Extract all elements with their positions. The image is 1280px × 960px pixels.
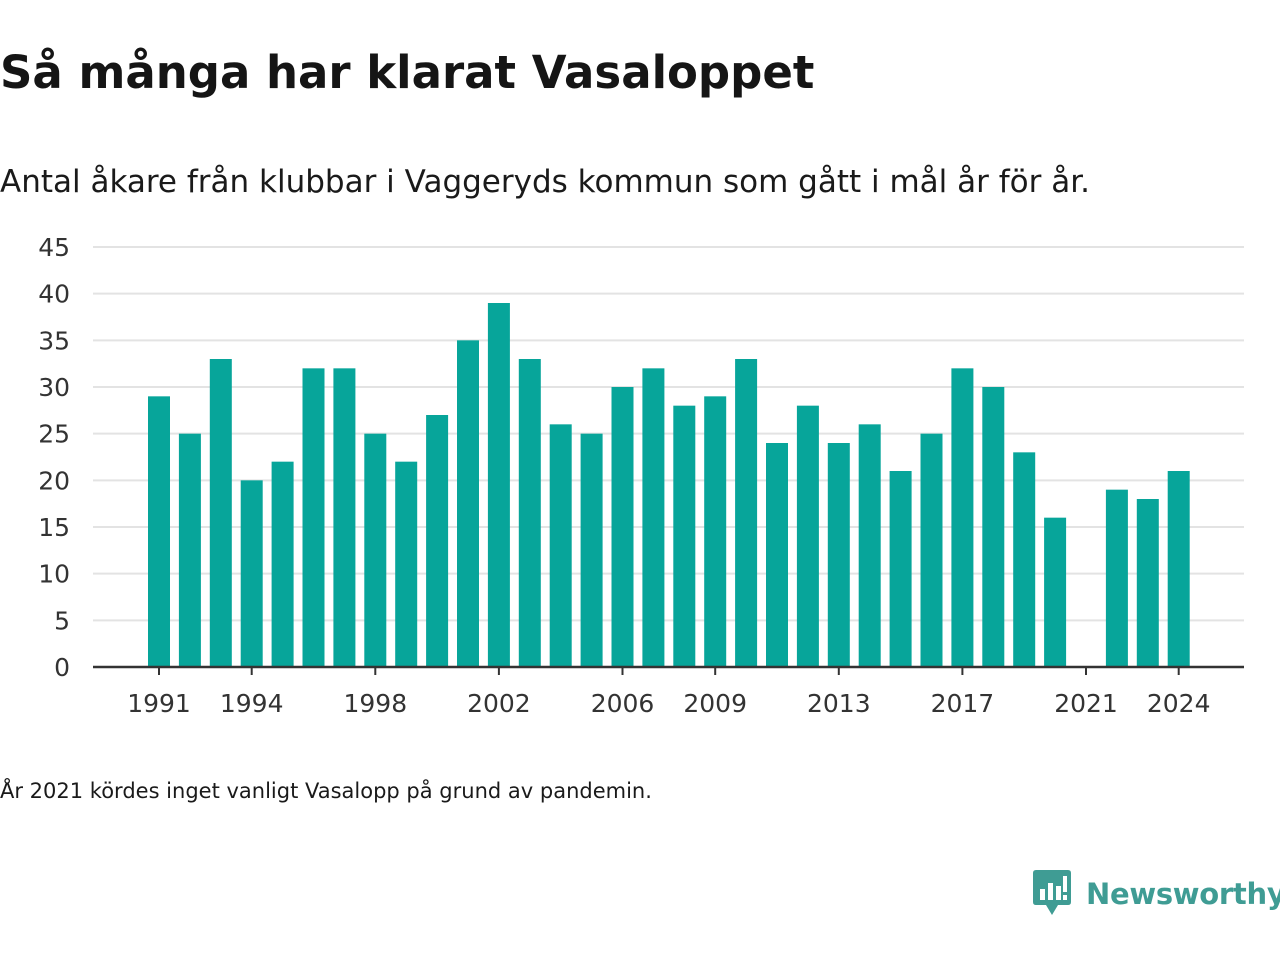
x-axis — [93, 665, 1244, 675]
y-tick-label: 30 — [38, 373, 70, 402]
bar — [271, 461, 294, 667]
bar — [1167, 471, 1190, 667]
bar — [1013, 452, 1036, 667]
bar — [457, 340, 479, 667]
x-tick-label: 2024 — [1147, 689, 1211, 718]
y-tick-label: 0 — [54, 653, 70, 682]
bar — [148, 396, 170, 667]
bar — [487, 303, 510, 667]
bar — [611, 387, 634, 667]
x-tick-label: 2009 — [683, 689, 747, 718]
gridlines — [93, 246, 1244, 622]
brand-logo[interactable]: Newsworthy — [1032, 868, 1280, 920]
x-tick-label: 2021 — [1054, 689, 1118, 718]
bar — [796, 405, 819, 667]
bar — [1136, 499, 1159, 667]
chart-title: Så många har klarat Vasaloppet — [0, 46, 815, 99]
footnote: År 2021 kördes inget vanligt Vasalopp på… — [0, 779, 652, 803]
x-tick-label: 1994 — [220, 689, 284, 718]
x-tick-label: 1998 — [343, 689, 407, 718]
bar — [642, 368, 665, 667]
y-tick-label: 40 — [38, 280, 70, 309]
x-tick-label: 2006 — [591, 689, 655, 718]
x-tick-label: 2017 — [931, 689, 995, 718]
y-tick-label: 15 — [38, 513, 70, 542]
bar — [302, 368, 325, 667]
bar — [827, 443, 850, 667]
y-tick-label: 35 — [38, 326, 70, 355]
y-tick-label: 10 — [38, 560, 70, 589]
bar — [735, 359, 758, 667]
x-tick-label: 1991 — [127, 689, 191, 718]
bar — [518, 359, 541, 667]
y-tick-label: 20 — [38, 466, 70, 495]
bar — [178, 433, 201, 667]
chart-subtitle: Antal åkare från klubbar i Vaggeryds kom… — [0, 164, 1090, 200]
bar — [549, 424, 572, 667]
x-tick-label: 2002 — [467, 689, 531, 718]
bar — [889, 471, 912, 667]
y-tick-label: 25 — [38, 420, 70, 449]
bar — [673, 405, 696, 667]
y-tick-label: 45 — [38, 233, 70, 262]
x-axis-labels: 1991 1994 1998 2002 2006 2009 2013 2017 2021 2024 — [127, 689, 1210, 718]
bar — [364, 433, 387, 667]
bar — [951, 368, 974, 667]
bar — [209, 359, 232, 667]
newsworthy-logo-icon — [1033, 870, 1071, 915]
bar — [766, 443, 788, 667]
bar — [982, 387, 1005, 667]
bar — [426, 415, 449, 667]
y-tick-label: 5 — [54, 606, 70, 635]
bar — [858, 424, 881, 667]
x-tick-label: 2013 — [807, 689, 871, 718]
bar — [580, 433, 603, 667]
bar — [704, 396, 727, 667]
bar — [240, 480, 263, 667]
y-axis-labels: 0 5 10 15 20 25 30 35 40 45 — [38, 233, 70, 682]
bar — [1044, 517, 1067, 667]
bar — [395, 461, 418, 667]
bar — [1105, 489, 1128, 667]
bar — [920, 433, 943, 667]
bar — [333, 368, 356, 667]
bars — [148, 303, 1190, 667]
brand-name: Newsworthy — [1086, 876, 1280, 911]
